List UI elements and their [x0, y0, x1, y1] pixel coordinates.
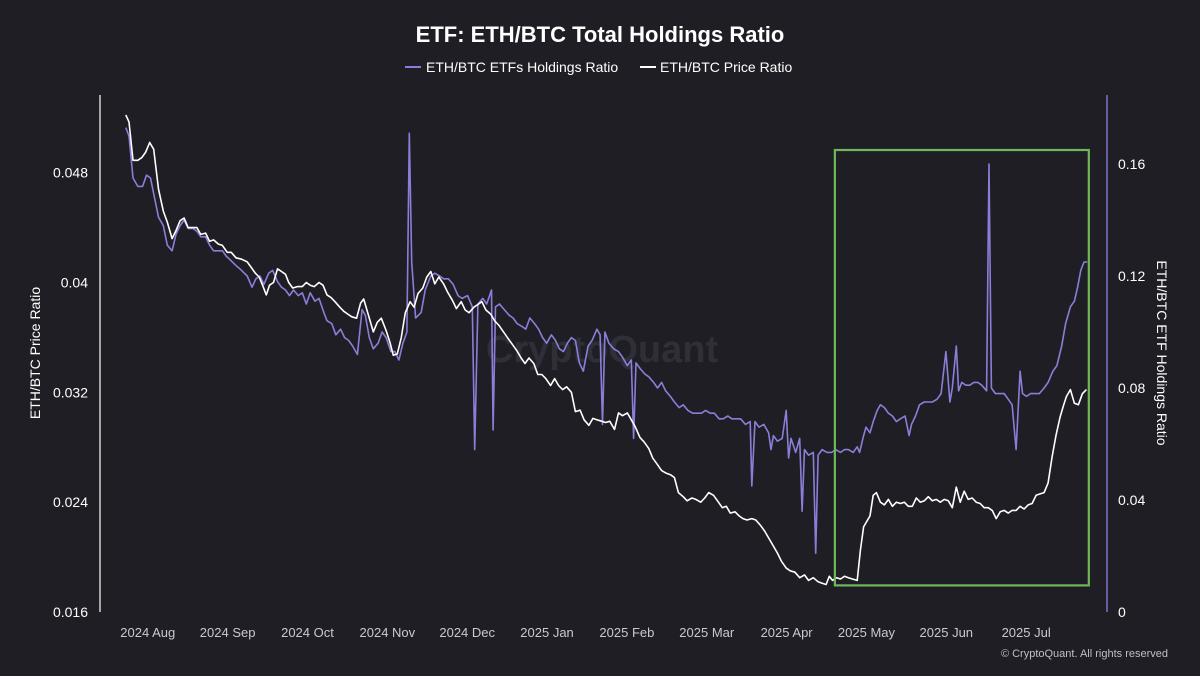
- x-tick-label: 2024 Aug: [120, 625, 175, 640]
- x-tick-label: 2024 Nov: [360, 625, 416, 640]
- x-tick-label: 2025 Jul: [1002, 625, 1051, 640]
- right-tick-label: 0: [1118, 604, 1126, 620]
- x-tick-label: 2025 Feb: [599, 625, 654, 640]
- right-axis-ticks: 0 0.04 0.08 0.12 0.16: [1118, 156, 1145, 620]
- x-tick-label: 2025 Jan: [520, 625, 574, 640]
- x-tick-label: 2025 Mar: [679, 625, 735, 640]
- right-tick-label: 0.08: [1118, 380, 1145, 396]
- left-axis-ticks: 0.016 0.024 0.032 0.04 0.048: [53, 165, 88, 620]
- holdings-ratio-line: [125, 127, 1088, 554]
- left-tick-label: 0.024: [53, 494, 88, 510]
- left-tick-label: 0.032: [53, 384, 88, 400]
- left-axis-label: ETH/BTC Price Ratio: [27, 287, 43, 419]
- highlight-box: [833, 148, 1090, 587]
- x-tick-label: 2024 Dec: [439, 625, 495, 640]
- legend-label-1: ETH/BTC ETFs Holdings Ratio: [426, 59, 618, 75]
- legend-label-2: ETH/BTC Price Ratio: [660, 59, 792, 75]
- right-tick-label: 0.04: [1118, 492, 1145, 508]
- x-tick-label: 2024 Oct: [281, 625, 334, 640]
- x-tick-label: 2025 Apr: [761, 625, 814, 640]
- legend: ETH/BTC ETFs Holdings Ratio ETH/BTC Price…: [405, 59, 792, 75]
- price-ratio-line: [125, 114, 1087, 586]
- watermark: CryptoQuant: [486, 329, 719, 371]
- x-tick-label: 2025 Jun: [920, 625, 974, 640]
- x-tick-label: 2025 May: [838, 625, 896, 640]
- right-tick-label: 0.12: [1118, 268, 1145, 284]
- right-tick-label: 0.16: [1118, 156, 1145, 172]
- right-axis-label: ETH/BTC ETF Holdings Ratio: [1154, 260, 1170, 445]
- x-tick-label: 2024 Sep: [200, 625, 256, 640]
- left-tick-label: 0.016: [53, 604, 88, 620]
- plot-series: [125, 114, 1088, 586]
- copyright: © CryptoQuant. All rights reserved: [1001, 648, 1168, 660]
- x-axis-ticks: 2024 Aug 2024 Sep 2024 Oct 2024 Nov 2024 Dec…: [120, 625, 1051, 640]
- chart-title: ETF: ETH/BTC Total Holdings Ratio: [416, 22, 785, 47]
- left-tick-label: 0.04: [61, 274, 88, 290]
- left-tick-label: 0.048: [53, 165, 88, 181]
